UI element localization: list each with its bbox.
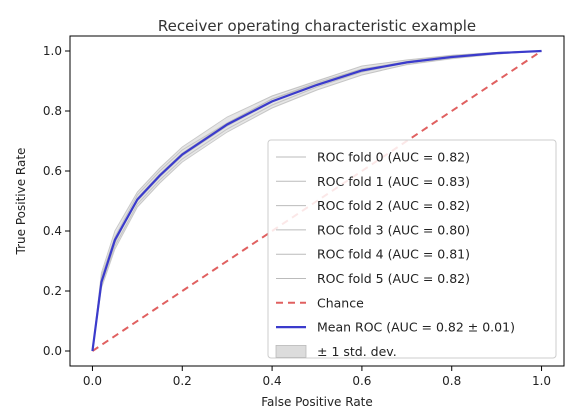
x-axis-label: False Positive Rate — [261, 395, 373, 409]
legend-entry-label: ROC fold 2 (AUC = 0.82) — [317, 198, 470, 213]
x-tick-label: 0.6 — [352, 374, 371, 388]
y-tick-label: 0.4 — [43, 224, 62, 238]
mean-roc-line — [91, 49, 542, 352]
roc-fold-line-5 — [91, 50, 542, 352]
x-tick-label: 0.8 — [442, 374, 461, 388]
x-axis-ticks: 0.0 0.2 0.4 0.6 0.8 1.0 — [83, 366, 551, 388]
y-tick-label: 0.0 — [43, 344, 62, 358]
y-axis-label: True Positive Rate — [14, 148, 28, 256]
y-tick-label: 1.0 — [43, 44, 62, 58]
chart-title: Receiver operating characteristic exampl… — [158, 17, 476, 35]
x-tick-label: 0.0 — [83, 374, 102, 388]
x-tick-label: 0.2 — [173, 374, 192, 388]
x-tick-label: 1.0 — [532, 374, 551, 388]
x-tick-label: 0.4 — [263, 374, 282, 388]
legend-entry-label: Chance — [317, 295, 364, 310]
y-axis-ticks: 0.0 0.2 0.4 0.6 0.8 1.0 — [43, 44, 70, 358]
legend-entry-label: ROC fold 4 (AUC = 0.81) — [317, 247, 470, 262]
legend-box — [267, 139, 557, 359]
y-tick-label: 0.2 — [43, 284, 62, 298]
legend-entry-label: ROC fold 0 (AUC = 0.82) — [317, 150, 470, 165]
legend: ROC fold 0 (AUC = 0.82) ROC fold 1 (AUC =… — [267, 139, 557, 359]
plot-frame — [69, 35, 565, 367]
legend-entry-label: Mean ROC (AUC = 0.82 ± 0.01) — [317, 320, 515, 335]
legend-entry-label: ROC fold 5 (AUC = 0.82) — [317, 271, 470, 286]
y-tick-label: 0.6 — [43, 164, 62, 178]
y-tick-label: 0.8 — [43, 104, 62, 118]
legend-entry-label: ROC fold 3 (AUC = 0.80) — [317, 222, 470, 237]
legend-entry-label: ROC fold 1 (AUC = 0.83) — [317, 174, 470, 189]
legend-items: ROC fold 0 (AUC = 0.82) ROC fold 1 (AUC =… — [275, 150, 515, 359]
legend-swatch-band — [275, 344, 307, 358]
legend-entry-label: ± 1 std. dev. — [317, 344, 397, 359]
roc-fold-line-3 — [91, 50, 542, 352]
